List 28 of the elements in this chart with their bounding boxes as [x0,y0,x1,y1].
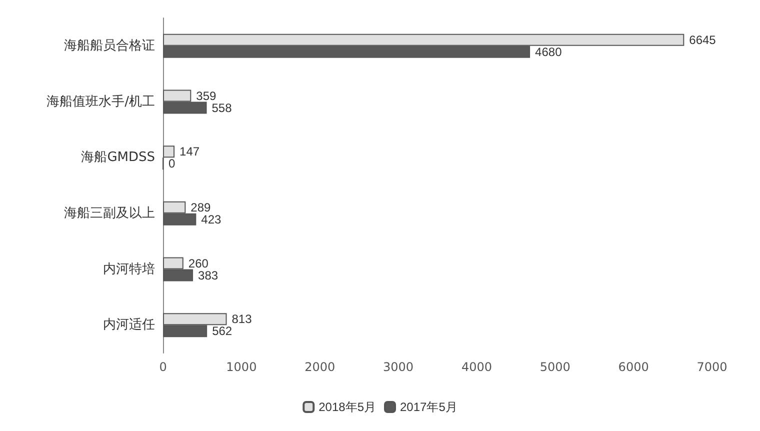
data-label: 359 [196,88,217,103]
x-tick-label: 4000 [461,360,492,374]
y-tick-label: 海船船员合格证 [64,38,155,54]
data-label: 147 [180,144,200,159]
data-label: 383 [198,268,218,282]
y-tick-label: 海船三副及以上 [64,206,155,221]
data-label: 558 [212,100,232,115]
legend-label: 2017年5月 [400,400,458,414]
x-tick-label: 0 [159,360,167,374]
data-label: 4680 [535,44,562,59]
data-label: 0 [168,156,176,171]
x-tick-label: 5000 [540,360,570,374]
x-tick-label: 6000 [618,360,649,374]
x-tick-label: 2000 [304,360,336,374]
x-tick-label: 7000 [696,360,728,374]
x-tick-label: 3000 [383,360,414,374]
data-label: 6645 [689,32,716,47]
y-tick-label: 内河特培 [103,262,155,277]
legend-label: 2018年5月 [318,400,376,414]
x-tick-label: 1000 [226,360,257,374]
data-label: 423 [201,212,222,226]
y-tick-label: 海船GMDSS [81,150,155,166]
data-label: 289 [190,200,212,214]
data-label: 813 [232,312,252,326]
data-label: 260 [188,256,209,270]
y-tick-label: 内河适任 [103,318,155,333]
y-tick-label: 海船值班水手/机工 [46,94,155,110]
data-label: 562 [212,324,232,338]
